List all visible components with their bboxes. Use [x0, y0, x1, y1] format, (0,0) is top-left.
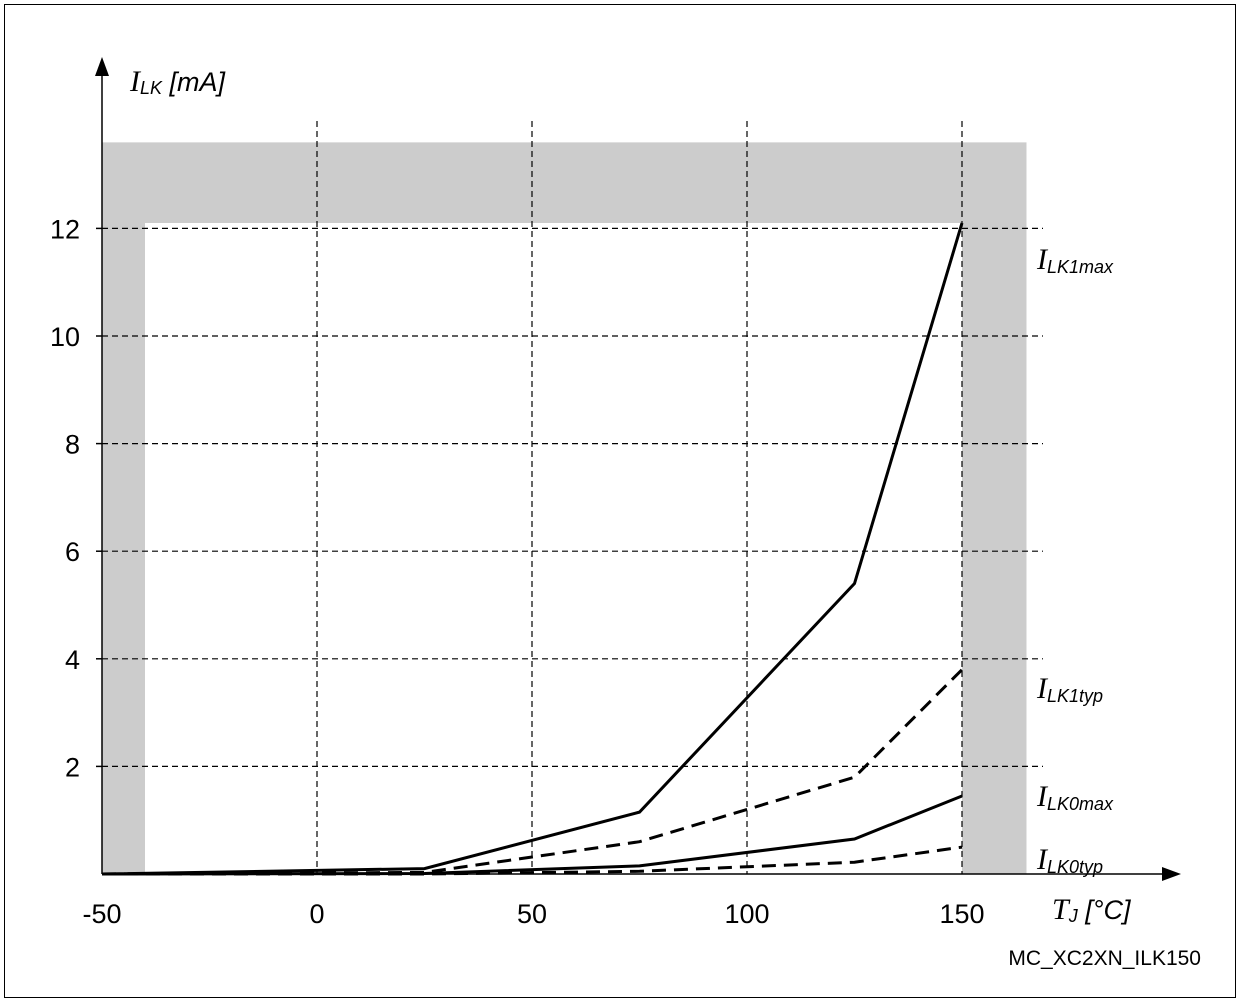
- x-tick-label: 100: [724, 899, 769, 929]
- y-axis-label: ILK [mA]: [129, 65, 227, 98]
- series-label-lk1max: ILK1max: [1036, 243, 1114, 277]
- y-tick-label: 4: [65, 645, 80, 675]
- series-line-lk1max: [101, 222, 964, 876]
- y-tick-label: 6: [65, 537, 80, 567]
- series-label-lk0typ: ILK0typ: [1036, 843, 1103, 877]
- x-axis-label: TJ [°C]: [1052, 893, 1132, 926]
- operating-range-band: [102, 142, 1027, 874]
- tick-labels: -50 0 50 100 150 2 4 6 8 10 12: [50, 214, 985, 929]
- y-tick-label: 10: [50, 322, 80, 352]
- x-tick-label: 0: [309, 899, 324, 929]
- figure-code: MC_XC2XN_ILK150: [1008, 947, 1201, 970]
- y-tick-label: 12: [50, 214, 80, 244]
- x-tick-label: 50: [517, 899, 547, 929]
- series-label-lk1typ: ILK1typ: [1036, 672, 1103, 706]
- y-tick-label: 8: [65, 430, 80, 460]
- x-axis-arrow: [1162, 867, 1181, 881]
- leakage-current-chart: -50 0 50 100 150 2 4 6 8 10 12 ILK1max ILK1typ ILK0m…: [50, 57, 1201, 970]
- operating-range-band-shape: [102, 142, 1027, 874]
- y-tick-label: 2: [65, 752, 80, 782]
- y-axis-arrow: [95, 57, 109, 76]
- axes: [95, 57, 1181, 881]
- x-tick-label: -50: [82, 899, 121, 929]
- x-tick-label: 150: [939, 899, 984, 929]
- grid-lines: [102, 121, 1043, 874]
- series-label-lk0max: ILK0max: [1036, 780, 1114, 814]
- series-line-lk0typ: [102, 845, 963, 876]
- series-line-lk1typ: [101, 668, 964, 876]
- figure-frame: -50 0 50 100 150 2 4 6 8 10 12 ILK1max ILK1typ ILK0m…: [4, 4, 1236, 998]
- series-labels: ILK1max ILK1typ ILK0max ILK0typ: [1036, 243, 1114, 877]
